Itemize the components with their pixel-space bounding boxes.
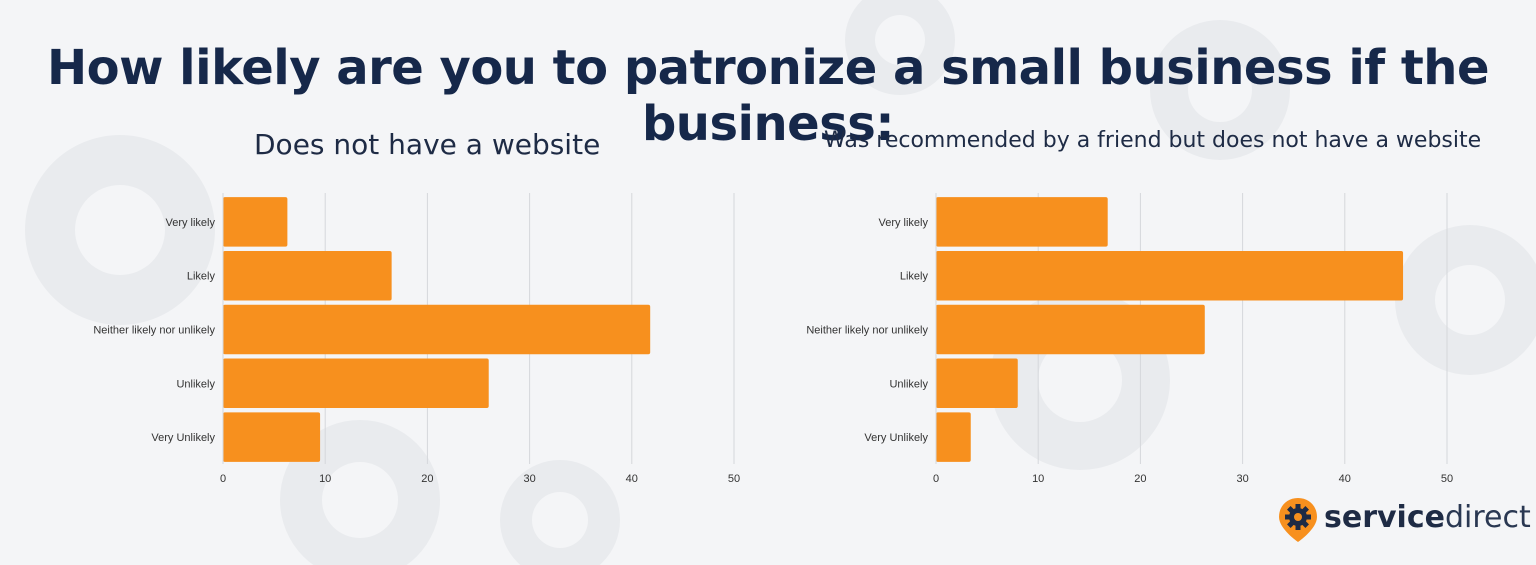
category-label: Very Unlikely bbox=[864, 432, 928, 444]
x-tick-label: 20 bbox=[1134, 473, 1146, 485]
bar bbox=[223, 304, 651, 355]
gear-location-pin-icon bbox=[1279, 498, 1317, 542]
category-label: Likely bbox=[900, 271, 929, 283]
category-label: Likely bbox=[187, 271, 216, 283]
x-tick-label: 30 bbox=[1236, 473, 1248, 485]
x-tick-label: 50 bbox=[728, 473, 740, 485]
service-direct-logo: servicedirect bbox=[1276, 496, 1531, 544]
bar bbox=[223, 250, 392, 301]
category-label: Very likely bbox=[165, 217, 215, 229]
x-tick-label: 40 bbox=[626, 473, 638, 485]
x-tick-label: 10 bbox=[1032, 473, 1044, 485]
chart-title-1: Does not have a website bbox=[254, 128, 601, 161]
category-label: Neither likely nor unlikely bbox=[806, 325, 928, 337]
category-label: Very Unlikely bbox=[151, 432, 215, 444]
logo-text-service: service bbox=[1324, 500, 1445, 535]
x-tick-label: 10 bbox=[319, 473, 331, 485]
page-title: How likely are you to patronize a small … bbox=[46, 40, 1490, 152]
logo-text: servicedirect bbox=[1324, 500, 1531, 535]
bar bbox=[223, 358, 489, 409]
x-tick-label: 30 bbox=[523, 473, 535, 485]
bar bbox=[223, 412, 321, 462]
x-tick-label: 20 bbox=[421, 473, 433, 485]
category-label: Unlikely bbox=[176, 378, 215, 390]
category-label: Unlikely bbox=[889, 378, 928, 390]
logo-text-direct: direct bbox=[1444, 500, 1531, 535]
category-label: Very likely bbox=[878, 217, 928, 229]
category-label: Neither likely nor unlikely bbox=[93, 325, 215, 337]
bar bbox=[223, 197, 288, 247]
bar bbox=[936, 358, 1018, 409]
bar bbox=[936, 412, 971, 462]
chart-title-2: Was recommended by a friend but does not… bbox=[824, 128, 1482, 153]
bar bbox=[936, 304, 1205, 355]
x-tick-label: 0 bbox=[933, 473, 939, 485]
bar bbox=[936, 250, 1404, 301]
x-tick-label: 0 bbox=[220, 473, 226, 485]
x-tick-label: 50 bbox=[1441, 473, 1453, 485]
bar bbox=[936, 197, 1108, 247]
x-tick-label: 40 bbox=[1339, 473, 1351, 485]
